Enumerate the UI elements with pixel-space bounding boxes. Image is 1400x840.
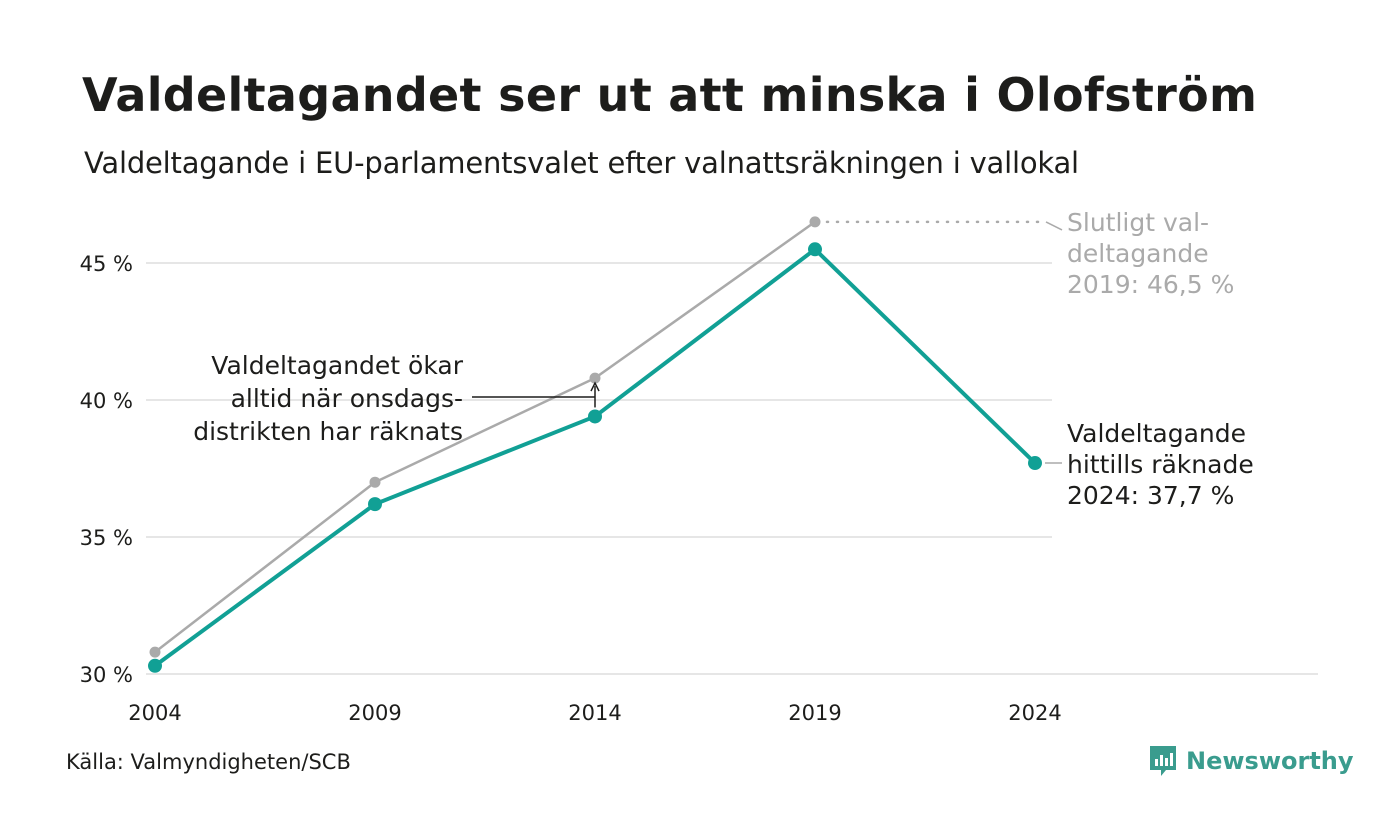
line-chart: 30 % 35 % 40 % 45 % 2004 2009 2014 2019 2024 Slut… [80, 208, 1318, 725]
annotation-final-2019: Slutligt val- [1067, 208, 1209, 237]
final-series-point [149, 646, 161, 658]
counted-series-point [1028, 456, 1042, 471]
onsdag-arrow-head [590, 381, 600, 392]
x-tick-label: 2024 [1008, 701, 1061, 725]
final-series-point [369, 476, 381, 488]
x-tick-label: 2004 [128, 701, 181, 725]
annotation-current-2024: 2024: 37,7 % [1067, 481, 1234, 510]
annotation-onsdag: alltid när onsdags- [231, 384, 463, 413]
newsworthy-icon [1150, 746, 1176, 776]
counted-series-point [368, 497, 382, 512]
y-tick-label: 45 % [80, 252, 133, 276]
y-tick-label: 40 % [80, 389, 133, 413]
x-tick-label: 2019 [788, 701, 841, 725]
y-tick-label: 35 % [80, 526, 133, 550]
counted-series-point [808, 242, 822, 257]
chart-title: Valdeltagandet ser ut att minska i Olofs… [82, 68, 1258, 122]
annotation-current-2024: hittills räknade [1067, 450, 1254, 479]
annotation-current-2024: Valdeltagande [1067, 419, 1246, 448]
final-series-point [809, 216, 821, 228]
final-series-point [589, 372, 601, 384]
counted-series-point [148, 658, 162, 673]
chart-subtitle: Valdeltagande i EU-parlamentsvalet efter… [84, 146, 1079, 180]
annotation-onsdag: distrikten har räknats [193, 417, 463, 446]
final-series-line [154, 220, 816, 654]
source-note: Källa: Valmyndigheten/SCB [66, 750, 351, 774]
brand-name: Newsworthy [1186, 747, 1354, 775]
counted-series-line [153, 247, 1037, 668]
annotation-final-2019: 2019: 46,5 % [1067, 270, 1234, 299]
annotation-final-2019: deltagande [1067, 239, 1209, 268]
final-2019-leader-tail [1045, 221, 1063, 231]
x-tick-label: 2009 [348, 701, 401, 725]
x-tick-label: 2014 [568, 701, 621, 725]
counted-series-point [588, 409, 602, 424]
annotation-onsdag: Valdeltagandet ökar [211, 351, 463, 380]
y-tick-label: 30 % [80, 663, 133, 687]
brand-logo: Newsworthy [1148, 744, 1354, 778]
